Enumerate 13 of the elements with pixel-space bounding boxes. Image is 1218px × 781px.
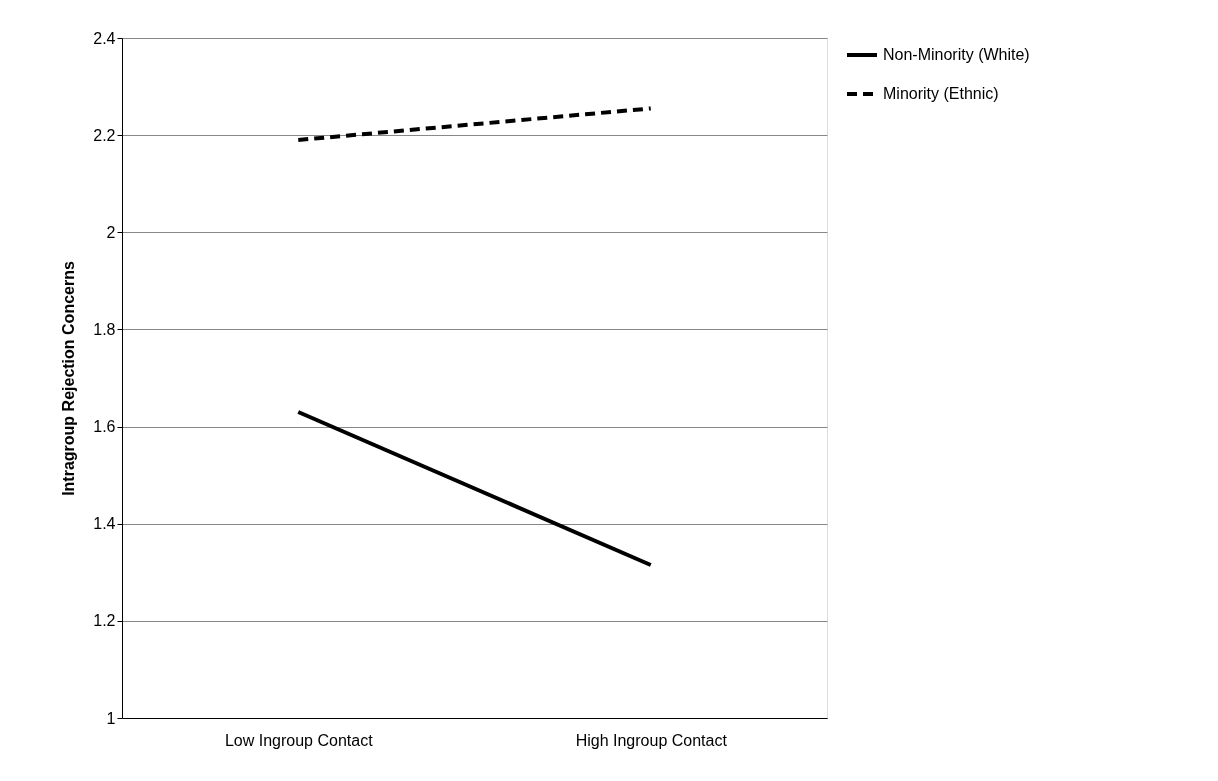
y-tick-label: 2.4: [93, 29, 116, 47]
y-tick-label: 1.8: [93, 320, 116, 338]
y-tick-label: 1.4: [93, 515, 116, 533]
legend-label: Non-Minority (White): [883, 46, 1030, 63]
y-tick-label: 1.6: [93, 418, 116, 436]
x-tick-label: High Ingroup Contact: [575, 731, 728, 749]
legend-label: Minority (Ethnic): [883, 85, 999, 102]
y-tick-label: 1.2: [93, 612, 116, 630]
y-tick-label: 1: [106, 709, 116, 727]
y-axis-title: Intragroup Rejection Concerns: [60, 261, 78, 496]
y-tick-label: 2: [106, 223, 116, 241]
y-tick-label: 2.2: [93, 126, 116, 144]
x-tick-label: Low Ingroup Contact: [224, 731, 374, 749]
